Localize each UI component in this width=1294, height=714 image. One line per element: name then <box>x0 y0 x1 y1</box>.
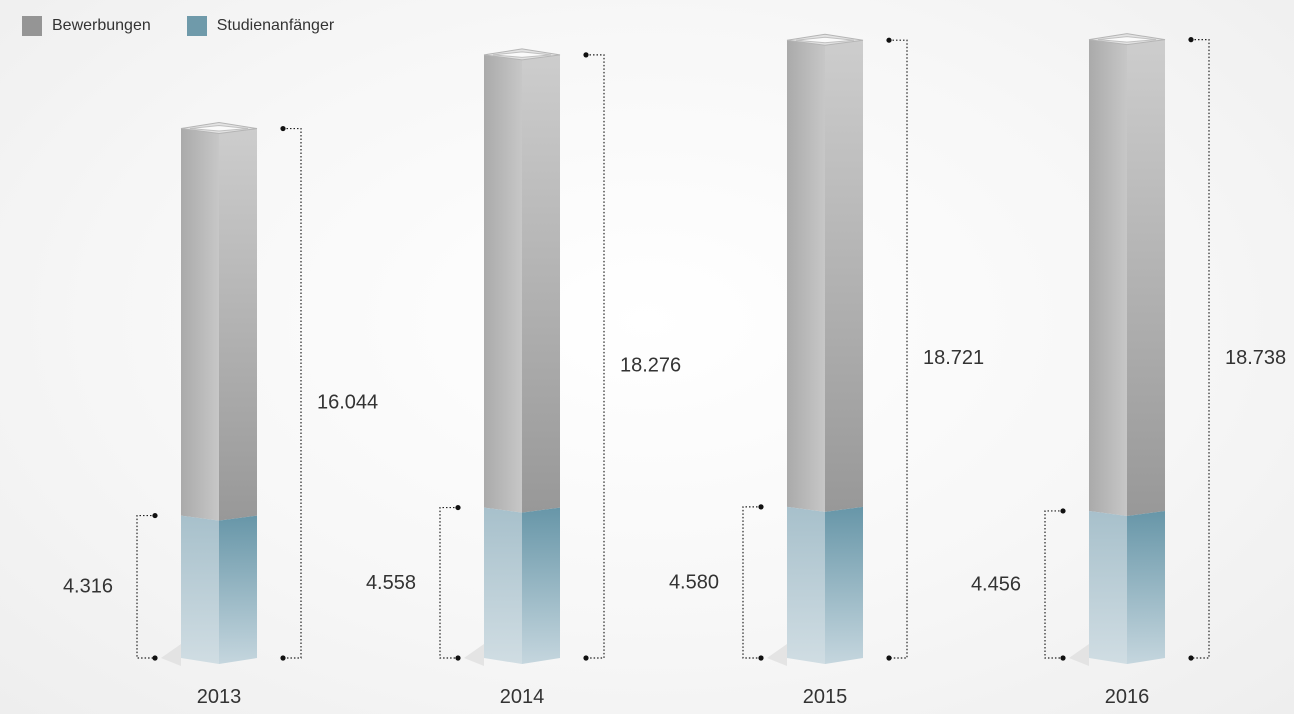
bar-shadow-2015 <box>767 644 787 666</box>
data-label-freshmen-2014: 4.558 <box>366 572 416 594</box>
bracket-freshmen-2014-dot-top <box>455 504 461 511</box>
bracket-freshmen-2014 <box>439 506 458 659</box>
bracket-freshmen-2013 <box>136 514 155 659</box>
legend-swatch-applications <box>22 16 42 36</box>
bar-applications-right-2013 <box>219 128 257 521</box>
bracket-applications-2016 <box>1191 39 1210 659</box>
bracket-freshmen-2016 <box>1044 510 1063 659</box>
data-label-applications-2013: 16.044 <box>317 391 378 413</box>
bar-shadow-2014 <box>464 644 484 666</box>
bar-freshmen-left-2013 <box>181 515 219 664</box>
bar-freshmen-left-2015 <box>787 506 825 664</box>
x-tick-label-2015: 2015 <box>803 686 848 708</box>
bar-shadow-2016 <box>1069 644 1089 666</box>
legend-item-freshmen: Studienanfänger <box>186 16 335 36</box>
bracket-freshmen-2013-dot-bottom <box>152 655 158 661</box>
data-label-freshmen-2015: 4.580 <box>669 571 719 593</box>
bar-applications-right-2016 <box>1127 39 1165 516</box>
data-label-freshmen-2016: 4.456 <box>971 573 1021 595</box>
bracket-applications-2016-dot-bottom <box>1188 655 1194 661</box>
bracket-applications-2013-dot-top <box>280 125 286 132</box>
bracket-freshmen-2016-dot-top <box>1060 508 1066 514</box>
bar-applications-right-2015 <box>825 40 863 512</box>
legend-swatch-freshmen <box>186 16 207 36</box>
bar-applications-left-2014 <box>484 54 522 513</box>
bracket-applications-2014-dot-bottom <box>583 655 589 661</box>
legend-label-freshmen: Studienanfänger <box>216 17 335 34</box>
x-tick-label-2013: 2013 <box>197 686 242 708</box>
bar-applications-right-2014 <box>522 54 560 513</box>
bar-cap-inner-2015 <box>795 36 855 44</box>
bar-shadow-2013 <box>161 644 181 666</box>
data-label-applications-2014: 18.276 <box>620 354 681 376</box>
bar-freshmen-left-2014 <box>484 507 522 664</box>
bar-freshmen-right-2013 <box>219 515 257 664</box>
bracket-freshmen-2013-dot-top <box>152 512 158 519</box>
bracket-applications-2013-dot-bottom <box>280 655 286 661</box>
bracket-applications-2014-dot-top <box>583 52 589 58</box>
legend-item-applications: Bewerbungen <box>22 16 151 36</box>
bracket-applications-2013 <box>283 127 302 659</box>
legend: Bewerbungen Studienanfänger <box>22 16 370 36</box>
bracket-applications-2015-dot-bottom <box>886 655 892 661</box>
bar-cap-inner-2016 <box>1097 36 1157 43</box>
bar-cap-inner-2014 <box>492 51 552 58</box>
bar-applications-left-2016 <box>1089 39 1127 516</box>
data-label-applications-2016: 18.738 <box>1225 347 1286 369</box>
bracket-freshmen-2014-dot-bottom <box>455 655 461 661</box>
data-label-applications-2015: 18.721 <box>923 347 984 369</box>
bracket-applications-2014 <box>586 54 605 659</box>
bracket-freshmen-2015-dot-bottom <box>758 655 764 661</box>
bar-freshmen-right-2015 <box>825 506 863 664</box>
legend-label-applications: Bewerbungen <box>52 17 151 34</box>
bracket-applications-2015-dot-top <box>886 37 892 43</box>
bracket-freshmen-2015-dot-top <box>758 504 764 510</box>
bar-cap-inner-2013 <box>189 125 249 132</box>
bar-freshmen-right-2016 <box>1127 510 1165 664</box>
bar-freshmen-left-2016 <box>1089 510 1127 664</box>
bracket-freshmen-2015 <box>742 506 761 659</box>
bracket-freshmen-2016-dot-bottom <box>1060 655 1066 661</box>
bar-applications-left-2015 <box>787 40 825 512</box>
x-tick-label-2014: 2014 <box>500 686 545 708</box>
bar-applications-left-2013 <box>181 128 219 521</box>
x-tick-label-2016: 2016 <box>1105 686 1150 708</box>
bar-freshmen-right-2014 <box>522 507 560 664</box>
bracket-applications-2016-dot-top <box>1188 37 1194 43</box>
data-label-freshmen-2013: 4.316 <box>63 575 113 597</box>
bracket-applications-2015 <box>889 39 908 659</box>
